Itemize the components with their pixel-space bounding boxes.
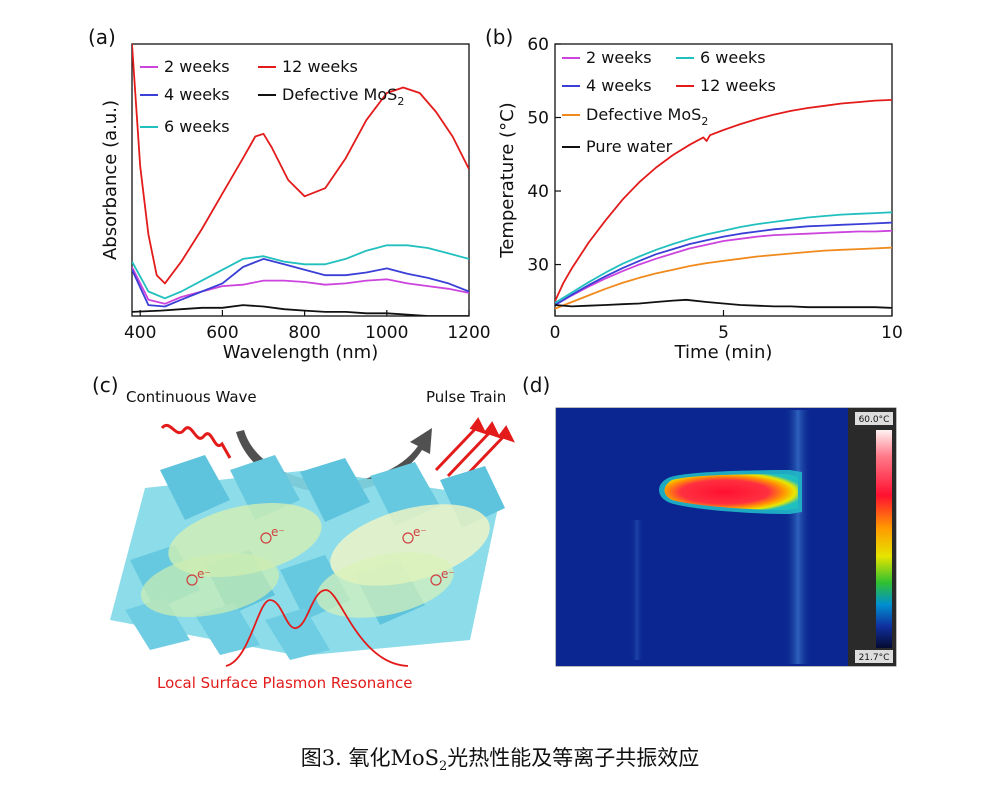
legend-label: Defective MoS2 bbox=[586, 105, 708, 128]
legend-label: 12 weeks bbox=[282, 57, 358, 76]
series-line bbox=[555, 211, 892, 304]
scale-min-label: 21.7°C bbox=[859, 653, 890, 663]
y-tick-label: 60 bbox=[527, 35, 549, 55]
scale-max-label: 60.0°C bbox=[859, 415, 890, 425]
legend-label: 4 weeks bbox=[586, 76, 652, 95]
y-axis-label: Absorbance (a.u.) bbox=[100, 100, 121, 260]
svg-text:e⁻: e⁻ bbox=[197, 567, 211, 581]
series-line bbox=[555, 99, 892, 302]
series-line bbox=[132, 244, 469, 300]
y-tick-label: 50 bbox=[527, 109, 549, 129]
x-tick-label: 800 bbox=[288, 323, 320, 343]
svg-text:e⁻: e⁻ bbox=[413, 525, 427, 539]
y-axis-label: Temperature (°C) bbox=[497, 102, 518, 258]
lspr-label: Local Surface Plasmon Resonance bbox=[157, 674, 413, 692]
panel-a-label: (a) bbox=[88, 25, 116, 49]
continuous-wave-label: Continuous Wave bbox=[126, 388, 257, 406]
series-line bbox=[555, 221, 892, 306]
x-axis-label: Wavelength (nm) bbox=[223, 342, 379, 363]
legend-label: 2 weeks bbox=[164, 57, 230, 76]
temperature-scale-bar bbox=[876, 430, 892, 648]
svg-text:e⁻: e⁻ bbox=[271, 525, 285, 539]
legend-label: Defective MoS2 bbox=[282, 85, 404, 108]
series-line bbox=[132, 304, 469, 316]
svg-text:e⁻: e⁻ bbox=[441, 567, 455, 581]
series-line bbox=[555, 229, 892, 306]
series-line bbox=[132, 266, 469, 305]
plasmon-schematic: Continuous Wave Pulse Train bbox=[110, 388, 515, 692]
panel-b-label: (b) bbox=[485, 25, 513, 49]
legend-label: 12 weeks bbox=[700, 76, 776, 95]
figure-caption: 图3. 氧化MoS2光热性能及等离子共振效应 bbox=[300, 746, 700, 775]
panel-c-label: (c) bbox=[92, 373, 119, 397]
pulse-train-label: Pulse Train bbox=[426, 388, 506, 406]
x-tick-label: 0 bbox=[550, 323, 561, 343]
legend-label: Pure water bbox=[586, 137, 673, 156]
series-line bbox=[555, 246, 892, 310]
legend-label: 4 weeks bbox=[164, 85, 230, 104]
x-tick-label: 1200 bbox=[447, 323, 490, 343]
panel-d-label: (d) bbox=[522, 373, 550, 397]
series-line bbox=[132, 44, 469, 285]
legend-label: 6 weeks bbox=[700, 48, 766, 67]
crystal-lattice bbox=[110, 455, 505, 660]
plot-a-frame bbox=[131, 43, 470, 317]
series-line bbox=[132, 257, 469, 308]
temperature-chart: 0 5 10 30 40 50 60 2 weeks 6 weeks 4 weeks 12 wee… bbox=[497, 35, 903, 363]
x-tick-label: 1000 bbox=[365, 323, 408, 343]
x-tick-label: 400 bbox=[124, 323, 156, 343]
legend-label: 6 weeks bbox=[164, 117, 230, 136]
plasmon-resonance-curve bbox=[225, 589, 409, 667]
thermal-image: 60.0°C 21.7°C bbox=[555, 407, 897, 667]
x-tick-label: 10 bbox=[881, 323, 903, 343]
y-tick-label: 30 bbox=[527, 256, 549, 276]
y-tick-label: 40 bbox=[527, 182, 549, 202]
x-tick-label: 5 bbox=[718, 323, 729, 343]
x-axis-label: Time (min) bbox=[674, 342, 773, 363]
legend-label: 2 weeks bbox=[586, 48, 652, 67]
absorbance-chart: 400 600 800 1000 1200 2 weeks 12 weeks 4 weeks… bbox=[100, 43, 491, 363]
x-tick-label: 600 bbox=[206, 323, 238, 343]
wave-icon bbox=[160, 424, 232, 459]
electron-icons: e⁻ e⁻ e⁻ e⁻ bbox=[186, 525, 455, 586]
series-line bbox=[555, 298, 892, 309]
